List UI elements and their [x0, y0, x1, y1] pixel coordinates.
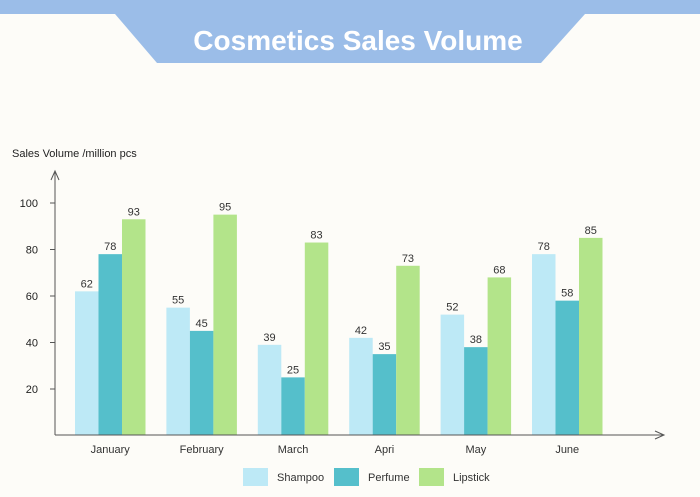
legend-label: Perfume	[368, 472, 410, 484]
legend-swatch-line	[419, 468, 444, 470]
legend-swatch	[243, 469, 268, 486]
bar-perfume	[189, 330, 214, 436]
data-label: 55	[172, 295, 184, 307]
legend-label: Shampoo	[277, 472, 324, 484]
x-tick-label: June	[555, 444, 579, 456]
y-tick-label: 40	[26, 338, 38, 350]
bar-lipstick	[579, 237, 603, 436]
data-label: 62	[81, 278, 93, 290]
data-label: 42	[355, 325, 367, 337]
y-axis-arrow	[50, 169, 60, 181]
bar-lipstick	[304, 242, 329, 436]
legend-label: Lipstick	[453, 472, 490, 484]
data-label: 78	[538, 241, 550, 253]
bar-shampoo	[166, 307, 190, 436]
y-tick-label: 80	[26, 245, 38, 257]
legend-swatch	[419, 469, 444, 486]
x-tick-label: February	[180, 444, 225, 456]
data-label: 93	[128, 206, 140, 218]
x-tick-label: May	[465, 444, 486, 456]
data-label: 73	[402, 253, 414, 265]
bar-shampoo	[349, 337, 373, 436]
bar-lipstick	[396, 265, 420, 436]
data-label: 35	[378, 341, 390, 353]
bar-shampoo	[532, 254, 556, 436]
bar-perfume	[98, 254, 122, 436]
y-axis-label: Sales Volume /million pcs	[12, 148, 137, 160]
bar-perfume	[464, 347, 488, 436]
bar-lipstick	[487, 277, 512, 436]
bar-perfume	[281, 377, 305, 436]
bar-shampoo	[75, 291, 99, 436]
legend-swatch-line	[243, 468, 268, 470]
y-tick-label: 20	[26, 384, 38, 396]
bar-perfume	[372, 354, 397, 436]
data-label: 38	[470, 334, 482, 346]
bar-lipstick	[213, 214, 237, 436]
data-label: 85	[585, 225, 597, 237]
legend-swatch-line	[334, 468, 359, 470]
bar-shampoo	[257, 344, 282, 436]
data-label: 39	[263, 332, 275, 344]
x-axis-arrow	[654, 430, 666, 440]
data-label: 78	[104, 241, 116, 253]
data-label: 45	[196, 318, 208, 330]
data-label: 68	[493, 264, 505, 276]
bar-perfume	[555, 300, 579, 436]
y-tick-label: 100	[20, 198, 38, 210]
title-banner	[115, 14, 585, 63]
data-label: 95	[219, 202, 231, 214]
x-tick-label: March	[278, 444, 309, 456]
y-tick-label: 60	[26, 291, 38, 303]
data-label: 58	[561, 288, 573, 300]
bar-lipstick	[122, 219, 146, 436]
data-label: 83	[310, 230, 322, 242]
chart-title: Cosmetics Sales Volume	[193, 25, 522, 56]
title-band	[0, 0, 700, 14]
x-tick-label: Apri	[375, 444, 395, 456]
bar-shampoo	[440, 314, 465, 436]
x-tick-label: January	[91, 444, 131, 456]
data-label: 52	[446, 302, 458, 314]
data-label: 25	[287, 364, 299, 376]
legend-swatch	[334, 469, 359, 486]
